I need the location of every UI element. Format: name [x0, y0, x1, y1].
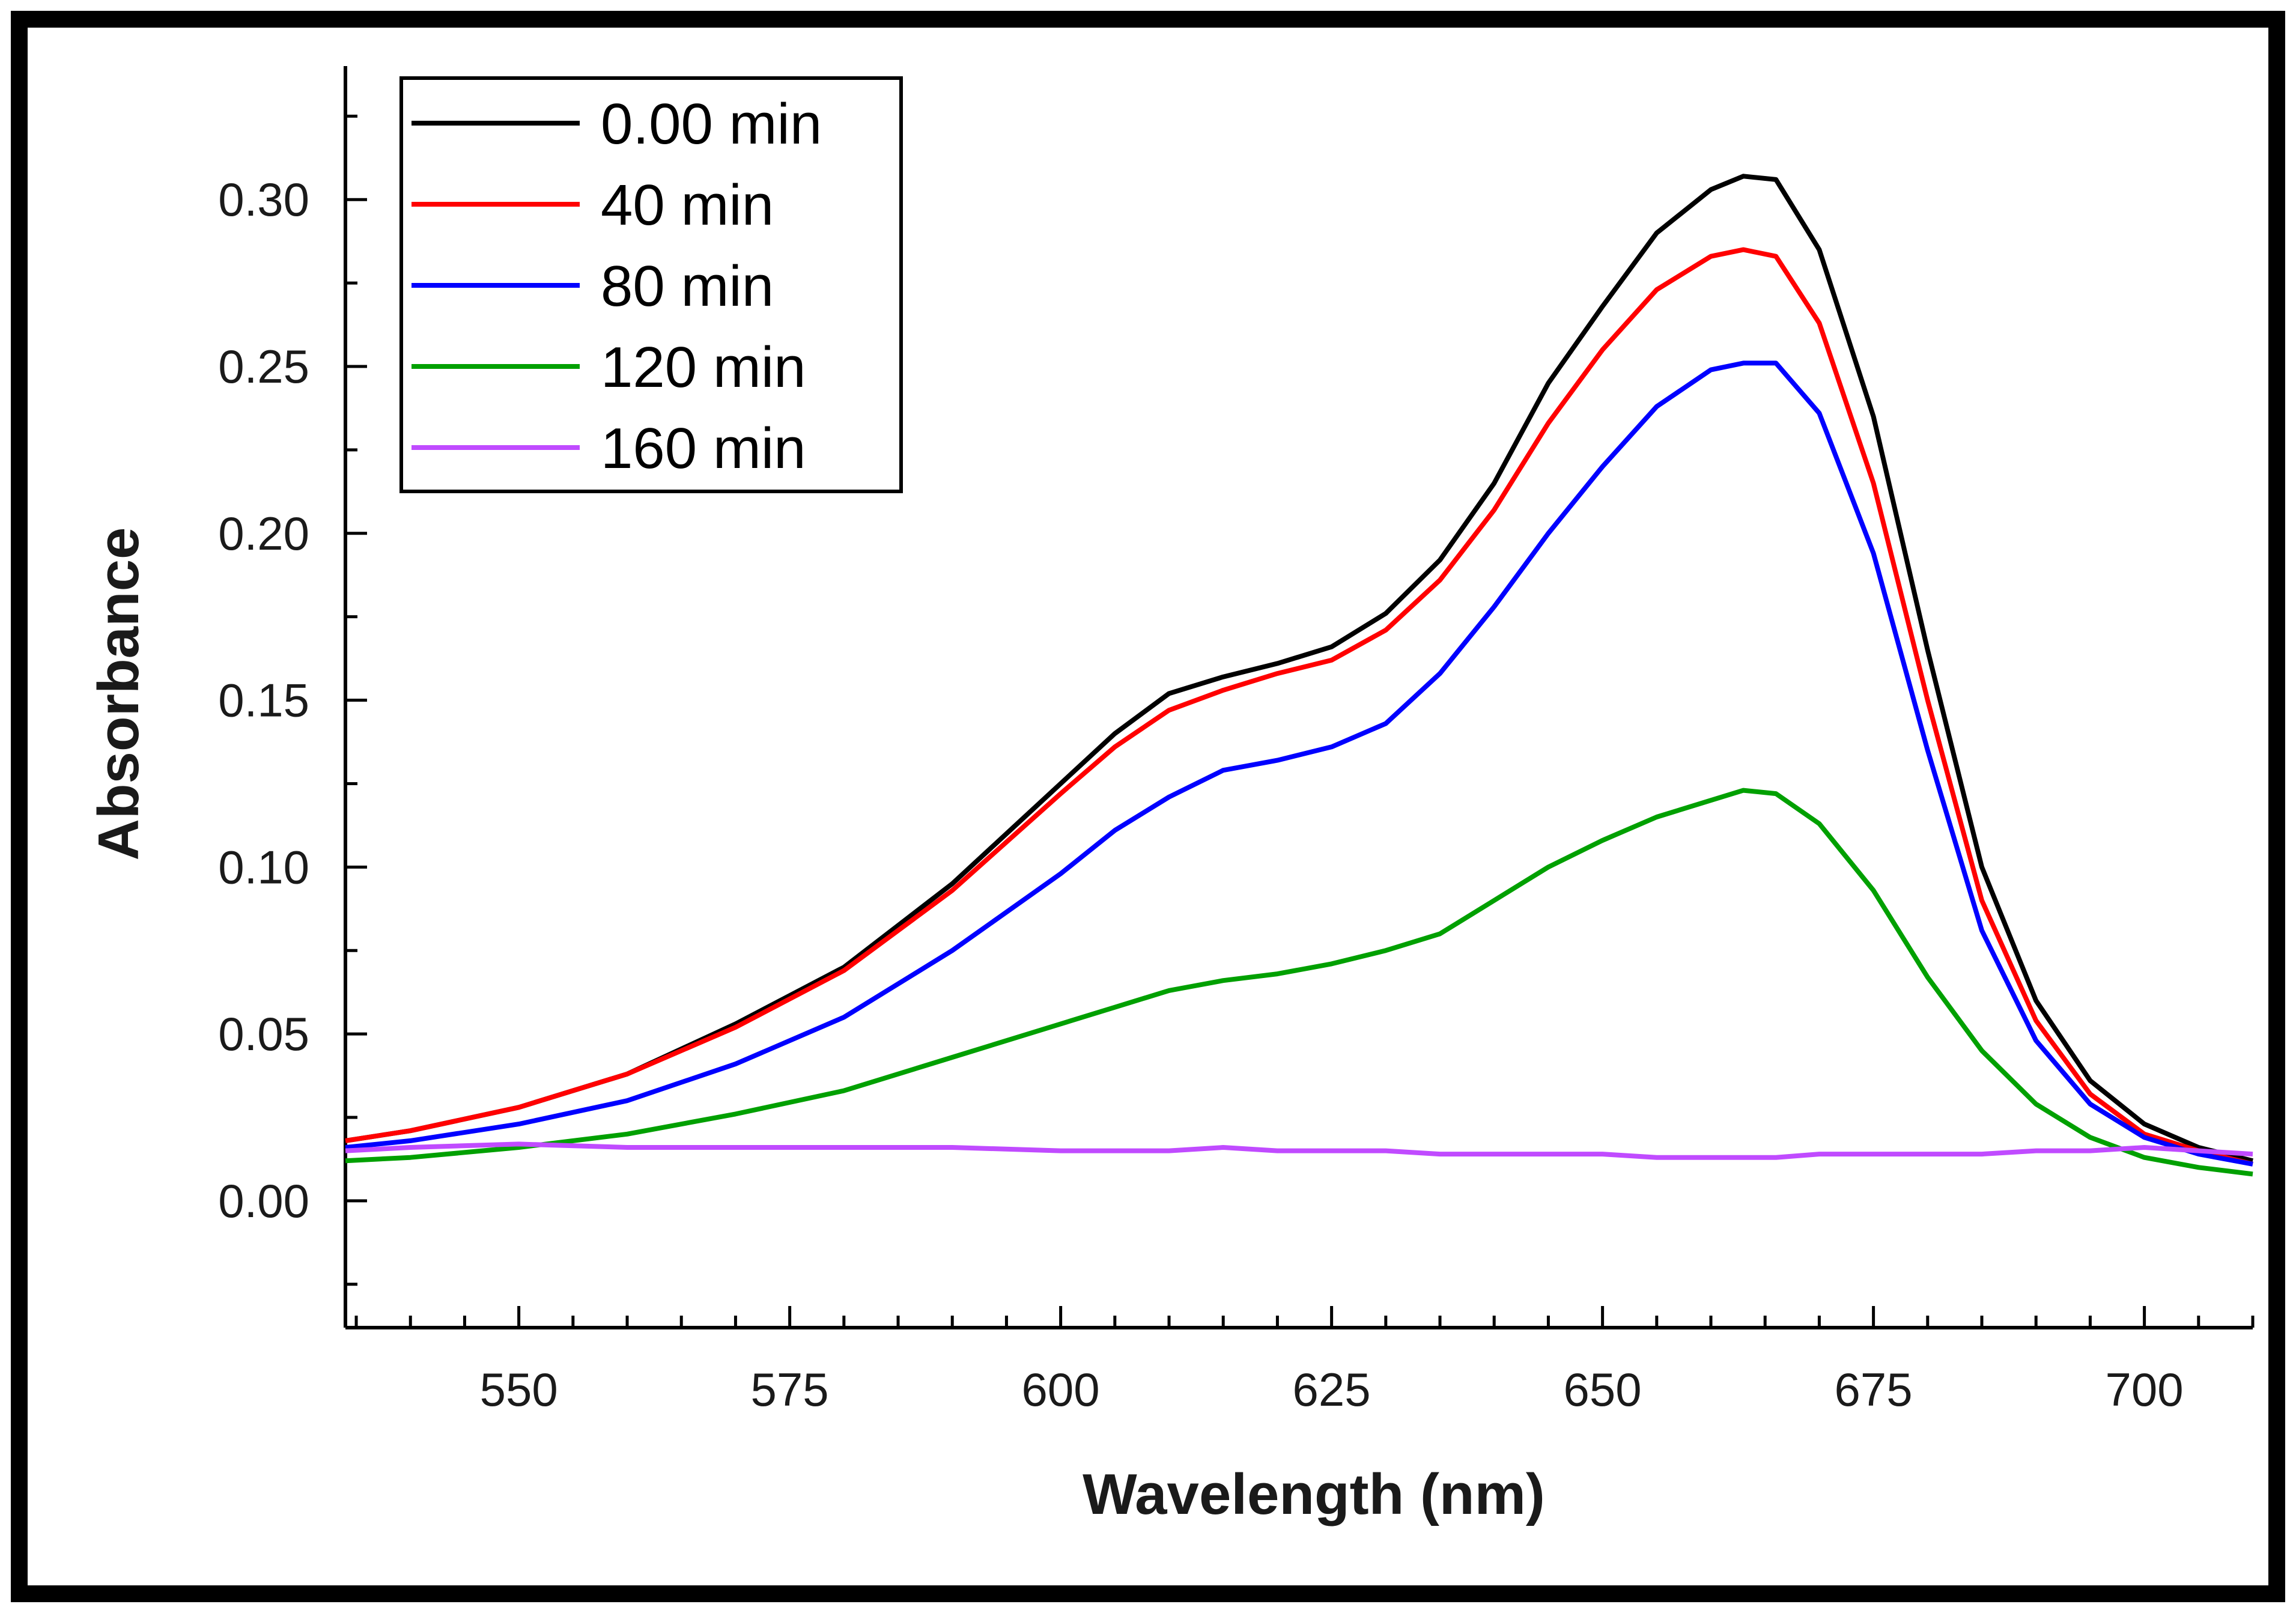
- series-line-4: [345, 1141, 2253, 1160]
- series-line-2: [345, 360, 2253, 1167]
- x-tick-label: 575: [751, 1363, 829, 1416]
- y-tick-label: 0.20: [218, 507, 309, 560]
- legend: 0.00 min 40 min 80 min 120 min 160 min: [399, 76, 903, 493]
- legend-label-3: 120 min: [601, 335, 806, 399]
- series-line-0: [345, 174, 2253, 1164]
- y-tick-label: 0.15: [218, 674, 309, 727]
- y-tick-label: 0.05: [218, 1007, 309, 1060]
- y-tick-label: 0.25: [218, 340, 309, 393]
- legend-label-0: 0.00 min: [601, 92, 822, 156]
- x-tick-label: 675: [1835, 1363, 1913, 1416]
- y-tick-label: 0.30: [218, 173, 309, 226]
- series-layer: [345, 174, 2253, 1177]
- x-axis-title: Wavelength (nm): [1083, 1462, 1545, 1526]
- x-tick-label: 600: [1022, 1363, 1100, 1416]
- x-tick-label: 650: [1564, 1363, 1642, 1416]
- series-line-1: [345, 247, 2253, 1167]
- legend-label-2: 80 min: [601, 254, 774, 318]
- axes-layer: [344, 66, 2255, 1329]
- ticks-layer: 550 575 600 625 650 675 700 0.00 0.05 0.10 0.15 0.2…: [218, 173, 2183, 1416]
- x-tick-label: 550: [480, 1363, 558, 1416]
- y-tick-label: 0.00: [218, 1174, 309, 1227]
- outer-border: [11, 11, 2285, 1602]
- legend-label-1: 40 min: [601, 173, 774, 237]
- x-tick-label: 700: [2106, 1363, 2184, 1416]
- x-tick-label: 625: [1293, 1363, 1371, 1416]
- y-tick-label: 0.10: [218, 840, 309, 893]
- legend-items: 0.00 min 40 min 80 min 120 min 160 min: [412, 92, 822, 481]
- y-axis-title: Absorbance: [87, 527, 151, 861]
- series-line-3: [345, 788, 2253, 1177]
- legend-label-4: 160 min: [601, 416, 806, 481]
